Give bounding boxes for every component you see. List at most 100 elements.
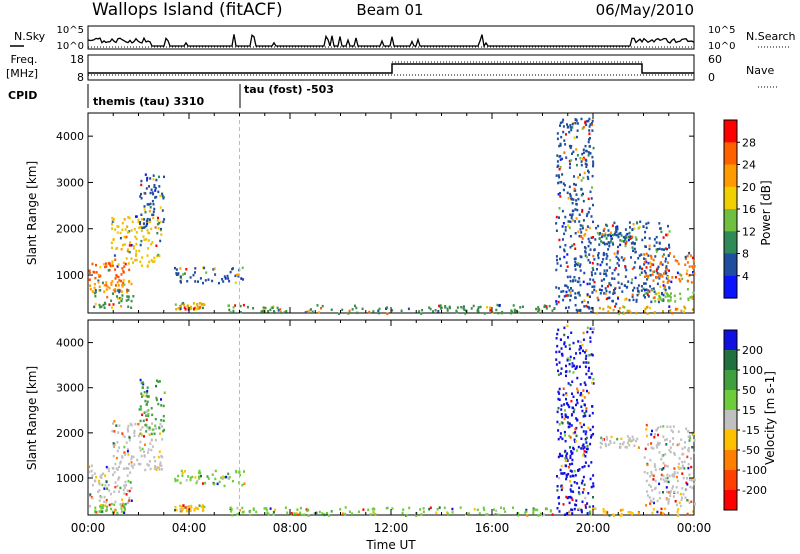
velocity-echo-cell xyxy=(557,406,560,410)
power-echo-cell xyxy=(607,234,610,237)
velocity-echo-cell xyxy=(580,346,582,350)
velocity-echo-cell xyxy=(606,511,609,514)
power-echo-cell xyxy=(592,220,594,224)
velocity-echo-cell xyxy=(124,453,127,456)
velocity-echo-cell xyxy=(671,487,674,490)
velocity-echo-cell xyxy=(214,469,217,473)
velocity-x-tick-label: 20:00 xyxy=(576,521,611,535)
power-echo-cell xyxy=(601,260,604,264)
power-echo-cell xyxy=(581,210,584,213)
power-echo-cell xyxy=(557,174,560,177)
power-echo-cell xyxy=(605,289,608,293)
velocity-echo-cell xyxy=(195,506,197,510)
velocity-echo-cell xyxy=(584,504,587,507)
velocity-echo-cell xyxy=(561,352,564,356)
power-echo-cell xyxy=(631,278,634,281)
power-echo-cell xyxy=(587,140,590,144)
velocity-echo-cell xyxy=(582,361,585,364)
power-echo-cell xyxy=(151,213,154,217)
velocity-echo-cell xyxy=(189,478,192,482)
velocity-echo-cell xyxy=(112,511,115,514)
velocity-echo-cell xyxy=(592,327,595,330)
power-echo-cell xyxy=(229,270,232,274)
power-echo-cell xyxy=(510,311,513,315)
power-echo-cell xyxy=(89,288,92,291)
velocity-x-tick-label: 00:00 xyxy=(677,521,712,535)
velocity-echo-cell xyxy=(223,484,226,488)
power-echo-cell xyxy=(629,235,632,238)
velocity-echo-cell xyxy=(562,503,565,506)
velocity-echo-cell xyxy=(104,474,107,477)
power-echo-cell xyxy=(229,311,232,314)
velocity-echo-cell xyxy=(575,503,578,507)
power-echo-cell xyxy=(156,219,159,222)
velocity-echo-cell xyxy=(486,513,489,516)
velocity-echo-cell xyxy=(141,447,144,451)
velocity-echo-cell xyxy=(560,413,563,416)
velocity-echo-cell xyxy=(181,471,184,475)
power-echo-cell xyxy=(639,273,642,277)
power-echo-cell xyxy=(407,307,410,311)
power-echo-cell xyxy=(127,216,130,219)
velocity-echo-cell xyxy=(198,475,200,478)
power-echo-cell xyxy=(112,292,114,295)
velocity-echo-cell xyxy=(140,392,143,395)
power-echo-cell xyxy=(570,287,572,290)
velocity-echo-cell xyxy=(666,465,669,468)
power-echo-cell xyxy=(437,310,440,313)
velocity-echo-cell xyxy=(582,349,584,353)
power-echo-cell xyxy=(615,302,618,306)
power-echo-cell xyxy=(660,230,663,234)
power-echo-cell xyxy=(93,286,96,290)
velocity-echo-cluster xyxy=(88,464,133,508)
velocity-echo-cell xyxy=(146,463,149,466)
power-echo-cell xyxy=(127,295,130,298)
velocity-echo-cell xyxy=(557,437,560,441)
velocity-echo-cell xyxy=(151,445,154,448)
velocity-echo-cell xyxy=(560,472,563,475)
velocity-echo-cell xyxy=(686,455,689,459)
velocity-echo-cell xyxy=(330,510,333,513)
power-echo-cell xyxy=(562,182,565,185)
power-echo-cell xyxy=(116,297,119,300)
velocity-echo-cell xyxy=(569,475,572,478)
power-echo-cell xyxy=(120,298,122,301)
power-echo-cell xyxy=(634,261,637,264)
power-echo-cell xyxy=(643,288,646,292)
velocity-colorbar-tick-label: -15 xyxy=(742,424,760,437)
velocity-echo-cell xyxy=(589,477,592,481)
velocity-colorbar-swatch xyxy=(724,350,737,371)
power-echo-cell xyxy=(103,283,106,287)
velocity-echo-cell xyxy=(625,446,628,449)
velocity-echo-cell xyxy=(591,381,593,385)
velocity-echo-cell xyxy=(158,468,161,471)
velocity-echo-cell xyxy=(180,505,183,508)
power-echo-cell xyxy=(611,299,614,303)
velocity-echo-cell xyxy=(693,439,696,442)
power-echo-cell xyxy=(644,271,647,275)
velocity-echo-cell xyxy=(592,505,595,508)
power-echo-cell xyxy=(555,215,558,219)
velocity-echo-cell xyxy=(648,496,651,499)
velocity-echo-cell xyxy=(559,454,562,457)
velocity-echo-cell xyxy=(139,449,142,452)
velocity-echo-cell xyxy=(560,464,563,468)
velocity-echo-cell xyxy=(570,331,573,334)
power-echo-cell xyxy=(569,299,572,302)
velocity-echo-cell xyxy=(571,508,574,512)
power-echo-cell xyxy=(601,233,604,236)
velocity-echo-cell xyxy=(592,378,595,381)
power-echo-cell xyxy=(605,297,608,301)
power-echo-cell xyxy=(645,266,648,269)
power-echo-cell xyxy=(689,296,692,299)
velocity-echo-cell xyxy=(688,434,691,438)
power-echo-cell xyxy=(121,267,124,270)
velocity-echo-cell xyxy=(564,415,567,418)
power-y-tick-label: 4000 xyxy=(56,130,84,143)
power-echo-cell xyxy=(617,245,619,249)
velocity-echo-cell xyxy=(179,504,181,508)
velocity-echo-cell xyxy=(124,502,127,506)
power-echo-cell xyxy=(620,234,623,237)
velocity-echo-cell xyxy=(657,426,659,430)
velocity-echo-cell xyxy=(98,481,101,485)
